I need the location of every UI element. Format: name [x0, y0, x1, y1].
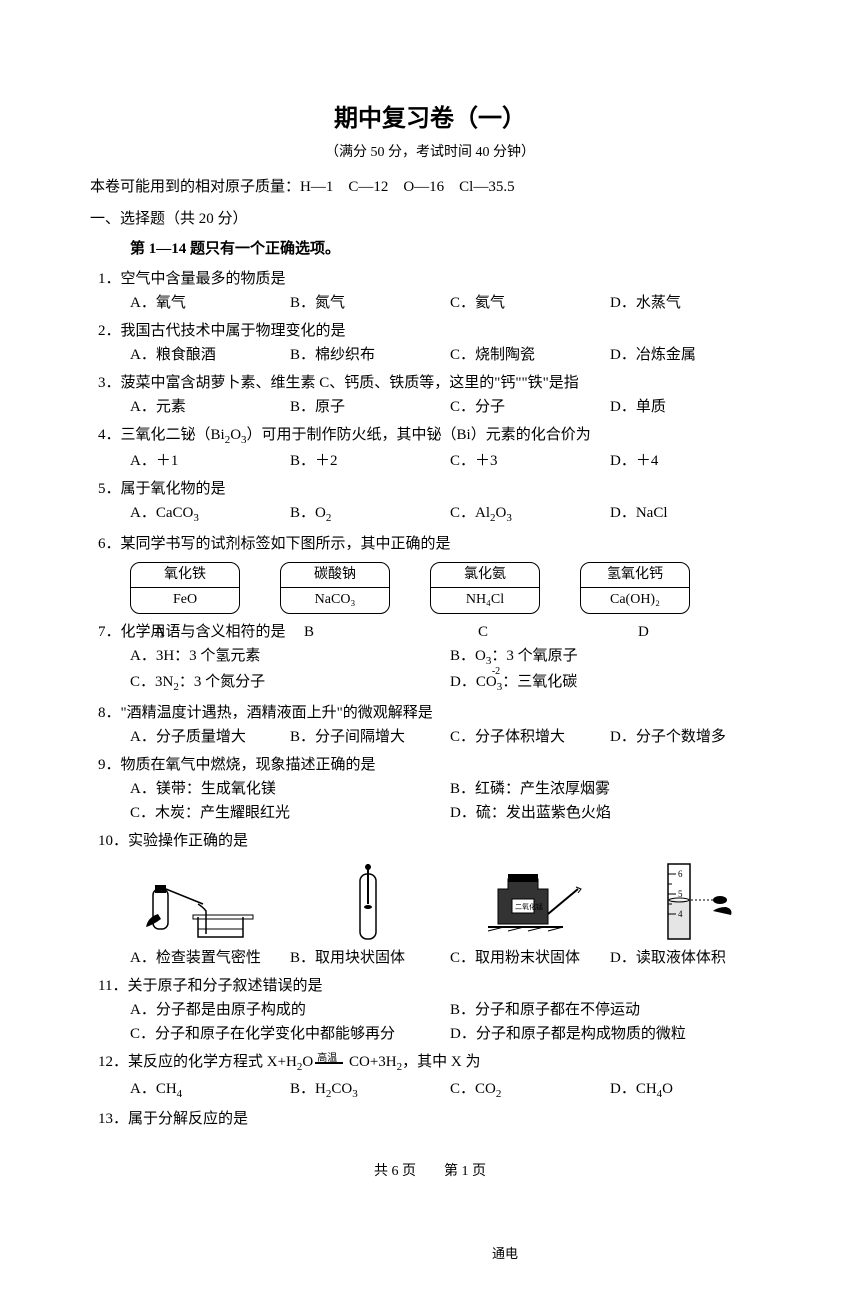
q2-opt-a: A．粮食酿酒	[130, 343, 290, 367]
q6-label-d: 氢氧化钙 Ca(OH)₂	[580, 562, 690, 614]
question-11: 11．关于原子和分子叙述错误的是 A．分子都是由原子构成的 B．分子和原子都在不…	[90, 974, 770, 1046]
q9-stem: 9．物质在氧气中燃烧，现象描述正确的是	[98, 753, 770, 777]
q11-stem: 11．关于原子和分子叙述错误的是	[98, 974, 770, 998]
question-2: 2．我国古代技术中属于物理变化的是 A．粮食酿酒 B．棉纱织布 C．烧制陶瓷 D…	[90, 319, 770, 367]
q13-stem: 13．属于分解反应的是	[98, 1107, 770, 1131]
q8-opt-c: C．分子体积增大	[450, 725, 610, 749]
question-13: 13．属于分解反应的是	[90, 1107, 770, 1131]
q3-opt-d: D．单质	[610, 395, 770, 419]
svg-text:6: 6	[678, 869, 683, 879]
q7-opt-a: A．3H：3 个氢元素	[130, 644, 450, 671]
q12-opt-c: C．CO2	[450, 1077, 610, 1104]
q12-opt-d: D．CH4O	[610, 1077, 770, 1104]
q8-stem: 8．"酒精温度计遇热，酒精液面上升"的微观解释是	[98, 701, 770, 725]
q1-stem: 1．空气中含量最多的物质是	[98, 267, 770, 291]
q8-opt-a: A．分子质量增大	[130, 725, 290, 749]
atomic-masses: 本卷可能用到的相对原子质量：H—1 C—12 O—16 Cl—35.5	[90, 175, 770, 199]
q10-opt-c: C．取用粉末状固体	[450, 946, 610, 970]
q7-stem: 7．化学用语与含义相符的是 A B C D	[98, 620, 770, 644]
q5-opt-a: A．CaCO3	[130, 501, 290, 528]
page-title: 期中复习卷（一）	[90, 100, 770, 138]
q4-stem: 4．三氧化二铋（Bi2O3）可用于制作防火纸，其中铋（Bi）元素的化合价为	[98, 423, 770, 450]
question-3: 3．菠菜中富含胡萝卜素、维生素 C、钙质、铁质等，这里的"钙""铁"是指 A．元…	[90, 371, 770, 419]
question-9: 9．物质在氧气中燃烧，现象描述正确的是 A．镁带：生成氧化镁 B．红磷：产生浓厚…	[90, 753, 770, 825]
q4-opt-c: C．＋3	[450, 449, 610, 473]
q12-opt-b: B．H2CO3	[290, 1077, 450, 1104]
q2-opt-b: B．棉纱织布	[290, 343, 450, 367]
question-8: 8．"酒精温度计遇热，酒精液面上升"的微观解释是 A．分子质量增大 B．分子间隔…	[90, 701, 770, 749]
svg-text:二氧化锰: 二氧化锰	[515, 902, 543, 911]
q4-opt-d: D．＋4	[610, 449, 770, 473]
q1-opt-a: A．氧气	[130, 291, 290, 315]
q9-opt-b: B．红磷：产生浓厚烟雾	[450, 777, 770, 801]
instruction-text: 第 1—14 题只有一个正确选项。	[130, 237, 770, 261]
question-12: 12．某反应的化学方程式 X+H2O高温 CO+3H2，其中 X 为 A．CH4…	[90, 1050, 770, 1103]
q10-diagram-d: 6 5 4	[628, 859, 768, 944]
q10-opt-b: B．取用块状固体	[290, 946, 450, 970]
q10-opt-a: A．检查装置气密性	[130, 946, 290, 970]
q2-stem: 2．我国古代技术中属于物理变化的是	[98, 319, 770, 343]
question-1: 1．空气中含量最多的物质是 A．氧气 B．氮气 C．氦气 D．水蒸气	[90, 267, 770, 315]
q6-stem: 6．某同学书写的试剂标签如下图所示，其中正确的是	[98, 532, 770, 556]
q7-opt-c: C．3N2：3 个氮分子	[130, 670, 450, 697]
q5-opt-b: B．O2	[290, 501, 450, 528]
q10-diagram-a	[133, 859, 273, 944]
q12-opt-a: A．CH4	[130, 1077, 290, 1104]
q3-opt-a: A．元素	[130, 395, 290, 419]
question-10: 10．实验操作正确的是	[90, 829, 770, 970]
q3-opt-b: B．原子	[290, 395, 450, 419]
q6-label-b: 碳酸钠 NaCO₃	[280, 562, 390, 614]
q5-stem: 5．属于氧化物的是	[98, 477, 770, 501]
q8-opt-d: D．分子个数增多	[610, 725, 770, 749]
footer-tag: 通电	[240, 1244, 770, 1265]
q10-diagram-b	[298, 859, 438, 944]
q8-opt-b: B．分子间隔增大	[290, 725, 450, 749]
q2-opt-c: C．烧制陶瓷	[450, 343, 610, 367]
page-subtitle: （满分 50 分，考试时间 40 分钟）	[90, 142, 770, 164]
question-6: 6．某同学书写的试剂标签如下图所示，其中正确的是 氧化铁 FeO 碳酸钠 NaC…	[90, 532, 770, 614]
q4-opt-a: A．＋1	[130, 449, 290, 473]
q11-opt-d: D．分子和原子都是构成物质的微粒	[450, 1022, 770, 1046]
q3-stem: 3．菠菜中富含胡萝卜素、维生素 C、钙质、铁质等，这里的"钙""铁"是指	[98, 371, 770, 395]
q6-label-c: 氯化氨 NH₄Cl	[430, 562, 540, 614]
question-7: 7．化学用语与含义相符的是 A B C D A．3H：3 个氢元素 B．O3：3…	[90, 620, 770, 697]
q11-opt-b: B．分子和原子都在不停运动	[450, 998, 770, 1022]
question-4: 4．三氧化二铋（Bi2O3）可用于制作防火纸，其中铋（Bi）元素的化合价为 A．…	[90, 423, 770, 474]
q7-opt-d: D．CO3：三氧化碳	[450, 670, 770, 697]
q2-opt-d: D．冶炼金属	[610, 343, 770, 367]
q5-opt-d: D．NaCl	[610, 501, 770, 528]
question-5: 5．属于氧化物的是 A．CaCO3 B．O2 C．Al2O3 D．NaCl	[90, 477, 770, 528]
q1-opt-c: C．氦气	[450, 291, 610, 315]
q4-opt-b: B．＋2	[290, 449, 450, 473]
page-footer: 共 6 页 第 1 页	[90, 1161, 770, 1183]
q3-opt-c: C．分子	[450, 395, 610, 419]
q1-opt-b: B．氮气	[290, 291, 450, 315]
q10-diagram-c: 二氧化锰	[463, 859, 603, 944]
svg-text:5: 5	[678, 889, 683, 899]
q11-opt-c: C．分子和原子在化学变化中都能够再分	[130, 1022, 450, 1046]
q9-opt-c: C．木炭：产生耀眼红光	[130, 801, 450, 825]
q5-opt-c: C．Al2O3	[450, 501, 610, 528]
q11-opt-a: A．分子都是由原子构成的	[130, 998, 450, 1022]
q6-label-a: 氧化铁 FeO	[130, 562, 240, 614]
q10-stem: 10．实验操作正确的是	[98, 829, 770, 853]
section-1-header: 一、选择题（共 20 分）	[90, 207, 770, 231]
q9-opt-a: A．镁带：生成氧化镁	[130, 777, 450, 801]
q9-opt-d: D．硫：发出蓝紫色火焰	[450, 801, 770, 825]
q10-opt-d: D．读取液体体积	[610, 946, 770, 970]
q1-opt-d: D．水蒸气	[610, 291, 770, 315]
q12-stem: 12．某反应的化学方程式 X+H2O高温 CO+3H2，其中 X 为	[98, 1050, 770, 1077]
